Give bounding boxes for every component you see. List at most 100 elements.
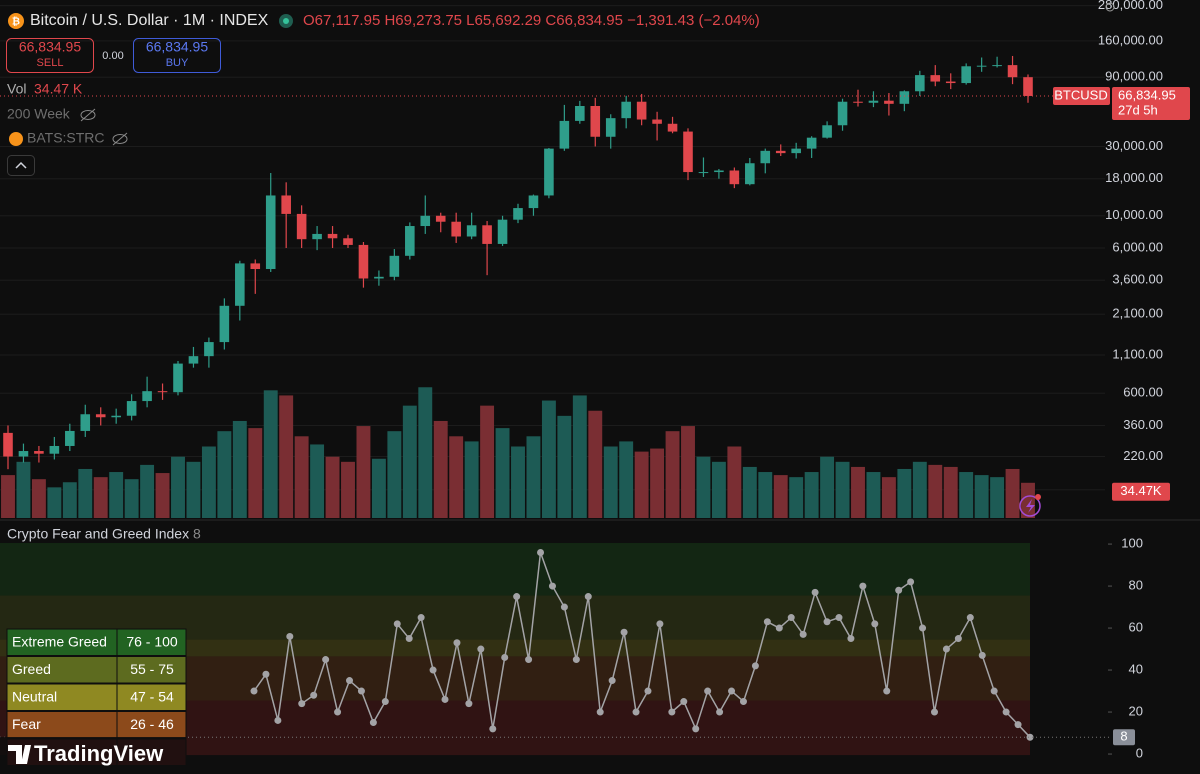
candle-body bbox=[945, 81, 956, 84]
volume-bar bbox=[124, 479, 139, 518]
candle-body bbox=[142, 391, 152, 402]
volume-bar bbox=[619, 441, 634, 518]
volume-bar bbox=[341, 461, 355, 518]
volume-bar bbox=[588, 410, 603, 518]
candle-body bbox=[296, 213, 307, 240]
volume-bar bbox=[62, 482, 77, 518]
pane-title: Crypto Fear and Greed Index bbox=[7, 526, 189, 542]
index-point bbox=[656, 620, 664, 628]
volume-bar bbox=[140, 464, 155, 518]
candle-body bbox=[327, 233, 338, 239]
zone-row bbox=[6, 656, 187, 684]
indicator-200week: 200 Week bbox=[7, 106, 71, 122]
candle-body bbox=[312, 233, 322, 240]
zone-name: Greed bbox=[12, 661, 51, 677]
candle-body bbox=[111, 415, 121, 418]
candle-body bbox=[1023, 77, 1033, 96]
symbol-tag-text: BTCUSD bbox=[1054, 87, 1107, 102]
indicator-strc: BATS:STRC bbox=[27, 130, 105, 146]
volume-bar bbox=[511, 446, 525, 518]
y-tick-label: 360.00 bbox=[1123, 417, 1163, 432]
index-point bbox=[393, 620, 401, 628]
zone-row bbox=[6, 683, 187, 711]
hidden-eye-2[interactable] bbox=[112, 132, 128, 146]
candle-body bbox=[899, 91, 910, 104]
index-point bbox=[930, 708, 938, 716]
candle-body bbox=[636, 101, 647, 120]
volume-bar bbox=[418, 387, 433, 518]
buy-button[interactable] bbox=[133, 38, 221, 73]
volume-bar bbox=[742, 466, 757, 518]
collapse-button[interactable] bbox=[7, 155, 35, 176]
volume-bar bbox=[557, 415, 572, 518]
candle-body bbox=[822, 125, 832, 138]
volume-bar bbox=[109, 472, 124, 518]
candle-body bbox=[930, 75, 941, 82]
zone-band bbox=[0, 543, 1030, 596]
vol-label: Vol bbox=[7, 81, 26, 97]
index-point bbox=[405, 635, 413, 643]
zone-name: Extreme Greed bbox=[12, 633, 107, 649]
index-point bbox=[799, 630, 807, 638]
volume-bar bbox=[495, 428, 510, 518]
y-tick-label: 30,000.00 bbox=[1105, 138, 1163, 153]
index-point bbox=[680, 698, 688, 706]
candle-body bbox=[49, 445, 60, 454]
zone-range: 26 - 46 bbox=[130, 716, 174, 732]
volume-bar bbox=[758, 472, 773, 518]
candle-body bbox=[806, 137, 817, 149]
index-point bbox=[871, 620, 879, 628]
volume-bar bbox=[804, 472, 819, 518]
volume-bar bbox=[480, 405, 495, 518]
candle-body bbox=[837, 101, 848, 126]
axes: 280,000.00 160,000.00 90,000.00 30,000.00 18… bbox=[0, 0, 1190, 760]
zone-table: Extreme Greed 76 - 100 Greed 55 - 75 Neutral… bbox=[6, 628, 187, 766]
index-point bbox=[489, 725, 497, 733]
watermark-logo bbox=[8, 745, 31, 764]
zone-range: 55 - 75 bbox=[130, 661, 174, 677]
volume-bar bbox=[248, 428, 263, 518]
candle-body bbox=[868, 100, 879, 103]
alert-icon[interactable] bbox=[1019, 495, 1041, 517]
volume-bar bbox=[696, 456, 711, 518]
buy-price: 66,834.95 bbox=[146, 39, 208, 55]
index-point bbox=[1014, 721, 1022, 729]
volume-bar bbox=[665, 431, 680, 518]
hidden-eye-1[interactable] bbox=[80, 108, 96, 122]
settings-icon[interactable] bbox=[1105, 2, 1115, 12]
index-point bbox=[990, 687, 998, 695]
index-point bbox=[751, 662, 759, 670]
zone-range: 47 - 54 bbox=[130, 688, 174, 704]
volume-bar bbox=[820, 456, 835, 518]
y-tick-label: 10,000.00 bbox=[1105, 207, 1163, 222]
index-point bbox=[334, 708, 342, 716]
candle-body bbox=[374, 276, 384, 279]
volume-bar bbox=[47, 487, 62, 518]
price-tag bbox=[1112, 86, 1190, 120]
volume-bar bbox=[603, 446, 618, 518]
index-point bbox=[692, 725, 700, 733]
index-point bbox=[847, 635, 855, 643]
candle-body bbox=[745, 163, 755, 185]
volume-bar bbox=[294, 436, 309, 518]
index-point bbox=[572, 656, 580, 664]
volume-bar bbox=[711, 461, 726, 518]
current-value-text: 8 bbox=[1120, 729, 1127, 744]
zone-band bbox=[0, 639, 1030, 657]
candle-body bbox=[3, 432, 13, 457]
y-tick-label: 18,000.00 bbox=[1105, 170, 1163, 185]
volume-bar bbox=[155, 473, 170, 518]
candle-body bbox=[853, 101, 863, 103]
index-point bbox=[1002, 708, 1010, 716]
index-point bbox=[417, 614, 425, 622]
index-point bbox=[453, 639, 461, 647]
collapse-icon bbox=[15, 161, 27, 169]
candle-body bbox=[497, 219, 508, 244]
volume-bar bbox=[31, 479, 46, 518]
strc-icon bbox=[9, 132, 23, 146]
index-point bbox=[1026, 733, 1034, 741]
candle-body bbox=[65, 430, 75, 446]
volume-bar bbox=[1021, 482, 1035, 518]
sell-button[interactable] bbox=[6, 38, 94, 73]
